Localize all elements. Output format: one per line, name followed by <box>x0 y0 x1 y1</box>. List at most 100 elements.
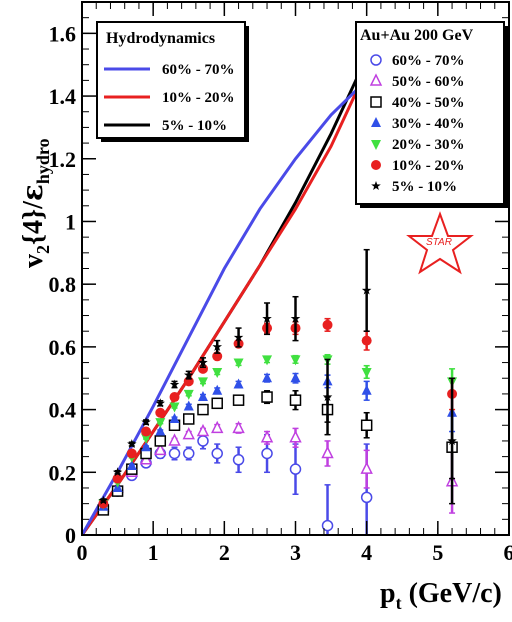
data-point <box>141 441 152 452</box>
data-point <box>360 491 373 504</box>
data-legend-marker <box>370 54 382 66</box>
data-point <box>168 433 181 446</box>
data-point <box>232 454 245 466</box>
data-point <box>141 417 151 427</box>
data-point <box>112 473 123 484</box>
x-tick-label: 3 <box>290 540 301 565</box>
data-legend-marker <box>371 181 381 190</box>
star-logo-icon <box>406 211 474 275</box>
data-point <box>360 419 373 432</box>
hydro-legend-title: Hydrodynamics <box>106 30 215 47</box>
data-point <box>155 398 165 408</box>
y-tick-label: 1.2 <box>49 147 77 172</box>
x-tick-label: 1 <box>148 540 159 565</box>
data-point <box>211 420 224 434</box>
data-point <box>260 430 274 443</box>
data-point <box>321 445 334 459</box>
star-logo: STAR <box>406 211 474 275</box>
data-point <box>212 341 222 351</box>
data-point <box>169 379 180 389</box>
data-point <box>261 447 273 460</box>
data-point <box>183 400 194 411</box>
data-point <box>112 467 123 477</box>
y-tick-label: 0.8 <box>49 272 77 297</box>
data-point <box>261 391 273 403</box>
data-point <box>262 372 273 383</box>
data-point <box>169 412 180 423</box>
data-point <box>154 435 167 447</box>
y-tick-label: 0.4 <box>49 398 77 423</box>
series-5 <box>98 317 458 509</box>
data-point <box>361 384 372 395</box>
y-tick-label: 1 <box>65 209 76 234</box>
data-point <box>155 418 166 429</box>
data-point <box>322 392 333 402</box>
data-point <box>141 426 152 437</box>
x-tick-label: 5 <box>432 540 443 565</box>
hydro-legend: Hydrodynamics 60% - 70% 10% - 20% 5% - 10% <box>96 21 249 142</box>
data-point <box>262 313 272 323</box>
data-legend-label: 5% - 10% <box>392 179 457 195</box>
data-legend-label: 50% - 60% <box>392 74 465 90</box>
data-point <box>126 448 137 459</box>
y-tick-label: 1.4 <box>49 84 77 109</box>
data-point <box>211 447 223 460</box>
data-point <box>289 463 302 475</box>
y-tick-label: 0 <box>65 523 76 548</box>
data-point <box>289 430 302 443</box>
y-tick-label: 1.6 <box>49 21 77 46</box>
data-legend-marker <box>371 140 381 150</box>
data-point <box>183 413 195 425</box>
data-legend-marker <box>370 96 382 108</box>
x-tick-label: 6 <box>504 540 512 565</box>
data-legend-marker <box>371 117 381 127</box>
data-point <box>211 397 223 410</box>
y-tick-label: 0.2 <box>49 460 77 485</box>
data-point <box>289 394 302 406</box>
data-point <box>168 447 181 460</box>
axes: 0 1 2 3 4 5 6 0 0.2 0.4 0.6 0.8 1 1.2 1.4 1.6 <box>49 1 512 565</box>
data-point <box>197 403 209 416</box>
data-point <box>197 435 209 447</box>
x-tick-label: 2 <box>219 540 230 565</box>
data-point <box>262 355 273 366</box>
data-point <box>196 423 210 437</box>
data-point <box>212 367 223 378</box>
data-legend-label: 30% - 40% <box>392 116 465 132</box>
data-point <box>290 355 301 366</box>
data-legend-title: Au+Au 200 GeV <box>360 27 474 44</box>
data-point <box>233 378 244 389</box>
data-legend: Au+Au 200 GeV 60% - 70% 50% - 60% 40% - 50… <box>355 21 508 208</box>
data-point <box>360 461 373 474</box>
data-point <box>141 433 152 444</box>
data-legend-label: 10% - 20% <box>392 158 465 174</box>
y-tick-label: 0.6 <box>49 335 77 360</box>
hydro-legend-label: 60% - 70% <box>162 62 235 78</box>
data-legend-marker <box>369 73 383 86</box>
star-logo-text: STAR <box>426 237 452 248</box>
data-point <box>232 420 245 434</box>
series-1 <box>97 420 459 514</box>
data-point <box>290 372 301 383</box>
data-point <box>169 402 180 413</box>
data-point <box>232 394 245 406</box>
data-point <box>361 367 372 378</box>
hydro-legend-label: 5% - 10% <box>162 118 227 134</box>
data-point <box>127 439 137 449</box>
data-legend-label: 40% - 50% <box>392 95 465 111</box>
data-point <box>126 460 137 471</box>
data-legend-marker <box>371 160 381 170</box>
data-point <box>184 370 194 380</box>
x-tick-label: 0 <box>77 540 88 565</box>
data-point <box>290 313 301 323</box>
series-3 <box>98 372 458 511</box>
x-tick-label: 4 <box>361 540 372 565</box>
data-point <box>183 447 195 460</box>
data-point <box>233 358 244 369</box>
data-point <box>155 425 166 436</box>
data-point <box>197 363 208 374</box>
data-point <box>447 435 457 445</box>
data-point <box>322 319 333 330</box>
data-point <box>98 495 109 505</box>
